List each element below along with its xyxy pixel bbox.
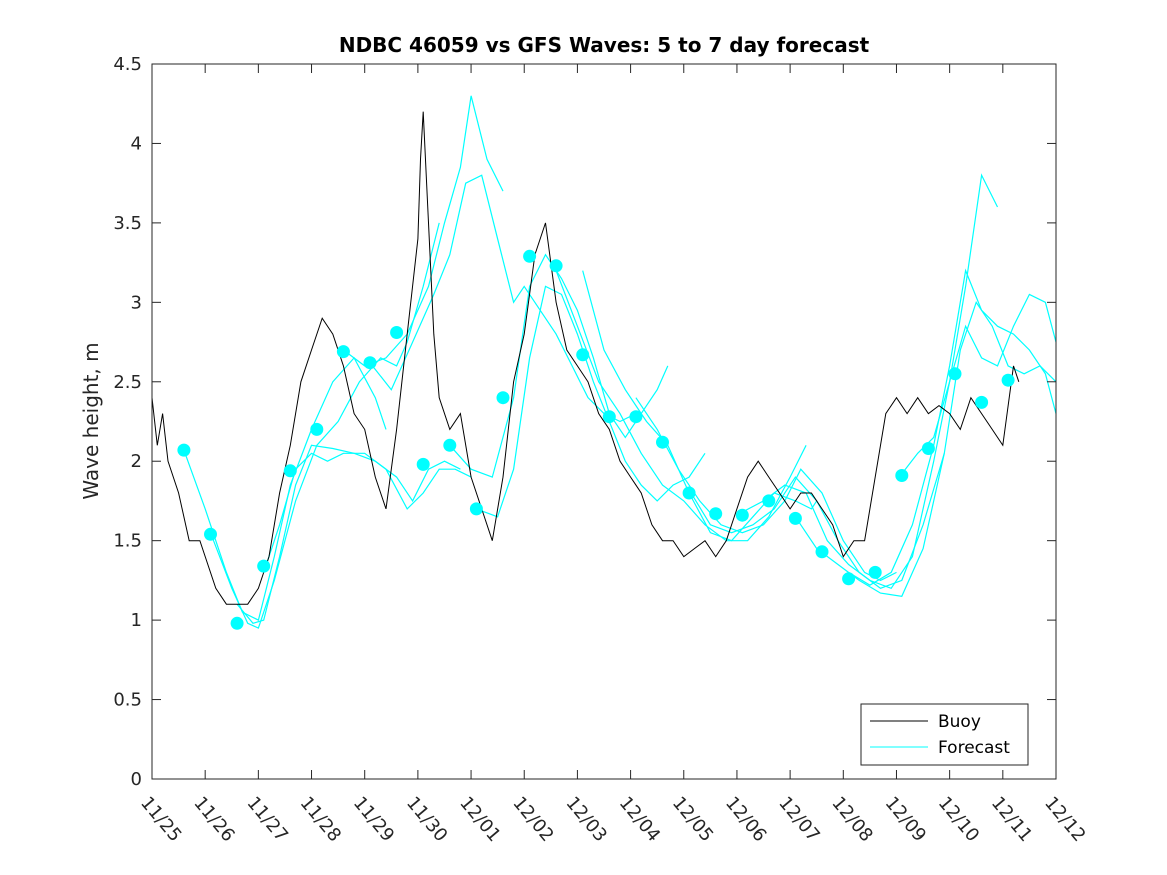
forecast-marker-26: [868, 565, 882, 579]
y-tick-label: 2.5: [113, 372, 142, 393]
forecast-line-13: [794, 300, 1057, 597]
y-tick-label: 0.5: [113, 690, 142, 711]
forecast-marker-31: [1001, 373, 1015, 387]
legend-buoy-label: Buoy: [938, 712, 981, 732]
forecast-line-10: [635, 397, 897, 582]
forecast-marker-24: [815, 545, 829, 559]
y-tick-label: 0: [131, 769, 142, 790]
y-tick-label: 4.5: [113, 54, 142, 75]
y-tick-label: 3: [131, 292, 142, 313]
forecast-marker-6: [336, 345, 350, 359]
forecast-marker-5: [310, 422, 324, 436]
forecast-marker-13: [523, 249, 537, 263]
forecast-line-2: [236, 444, 461, 624]
forecast-marker-17: [629, 410, 643, 424]
forecast-marker-16: [602, 410, 616, 424]
forecast-marker-12: [496, 391, 510, 405]
forecast-marker-28: [921, 442, 935, 455]
forecast-marker-11: [469, 502, 483, 516]
axes-frame: [151, 63, 1057, 780]
forecast-marker-3: [257, 559, 271, 573]
forecast-line-12: [742, 173, 999, 590]
forecast-marker-0: [177, 443, 191, 457]
forecast-marker-29: [948, 367, 962, 381]
forecast-marker-10: [443, 438, 457, 452]
forecast-line-5: [369, 174, 637, 423]
legend-box: [860, 703, 1029, 766]
forecast-marker-22: [762, 494, 776, 508]
series-layer: [151, 95, 1057, 630]
forecast-marker-18: [656, 435, 669, 449]
forecast-marker-15: [576, 348, 590, 362]
forecast-marker-25: [842, 572, 856, 586]
y-tick-label: 3.5: [113, 213, 142, 234]
forecast-line-14: [848, 268, 1057, 586]
y-tick-label: 1.5: [113, 531, 142, 552]
forecast-marker-4: [283, 464, 297, 478]
forecast-marker-2: [230, 616, 244, 630]
y-tick-label: 1: [131, 610, 142, 631]
chart-title: NDBC 46059 vs GFS Waves: 5 to 7 day fore…: [339, 33, 870, 57]
forecast-line-8: [555, 270, 807, 542]
forecast-marker-8: [390, 326, 404, 339]
forecast-line-0: [183, 356, 387, 621]
forecast-marker-23: [788, 511, 802, 525]
forecast-marker-7: [363, 356, 377, 370]
legend: Buoy Forecast: [860, 703, 1029, 766]
forecast-marker-20: [709, 507, 723, 521]
y-tick-label: 4: [131, 133, 142, 154]
forecast-marker-27: [895, 469, 909, 482]
forecast-marker-9: [416, 457, 430, 471]
forecast-marker-19: [682, 486, 696, 500]
y-tick-label: 2: [131, 451, 142, 472]
y-axis-title: Wave height, m: [79, 342, 103, 499]
legend-forecast-label: Forecast: [938, 738, 1010, 758]
forecast-marker-30: [975, 395, 989, 409]
forecast-marker-1: [204, 527, 217, 541]
forecast-line-7: [476, 285, 706, 518]
forecast-marker-21: [735, 508, 749, 522]
forecast-marker-14: [549, 259, 563, 273]
